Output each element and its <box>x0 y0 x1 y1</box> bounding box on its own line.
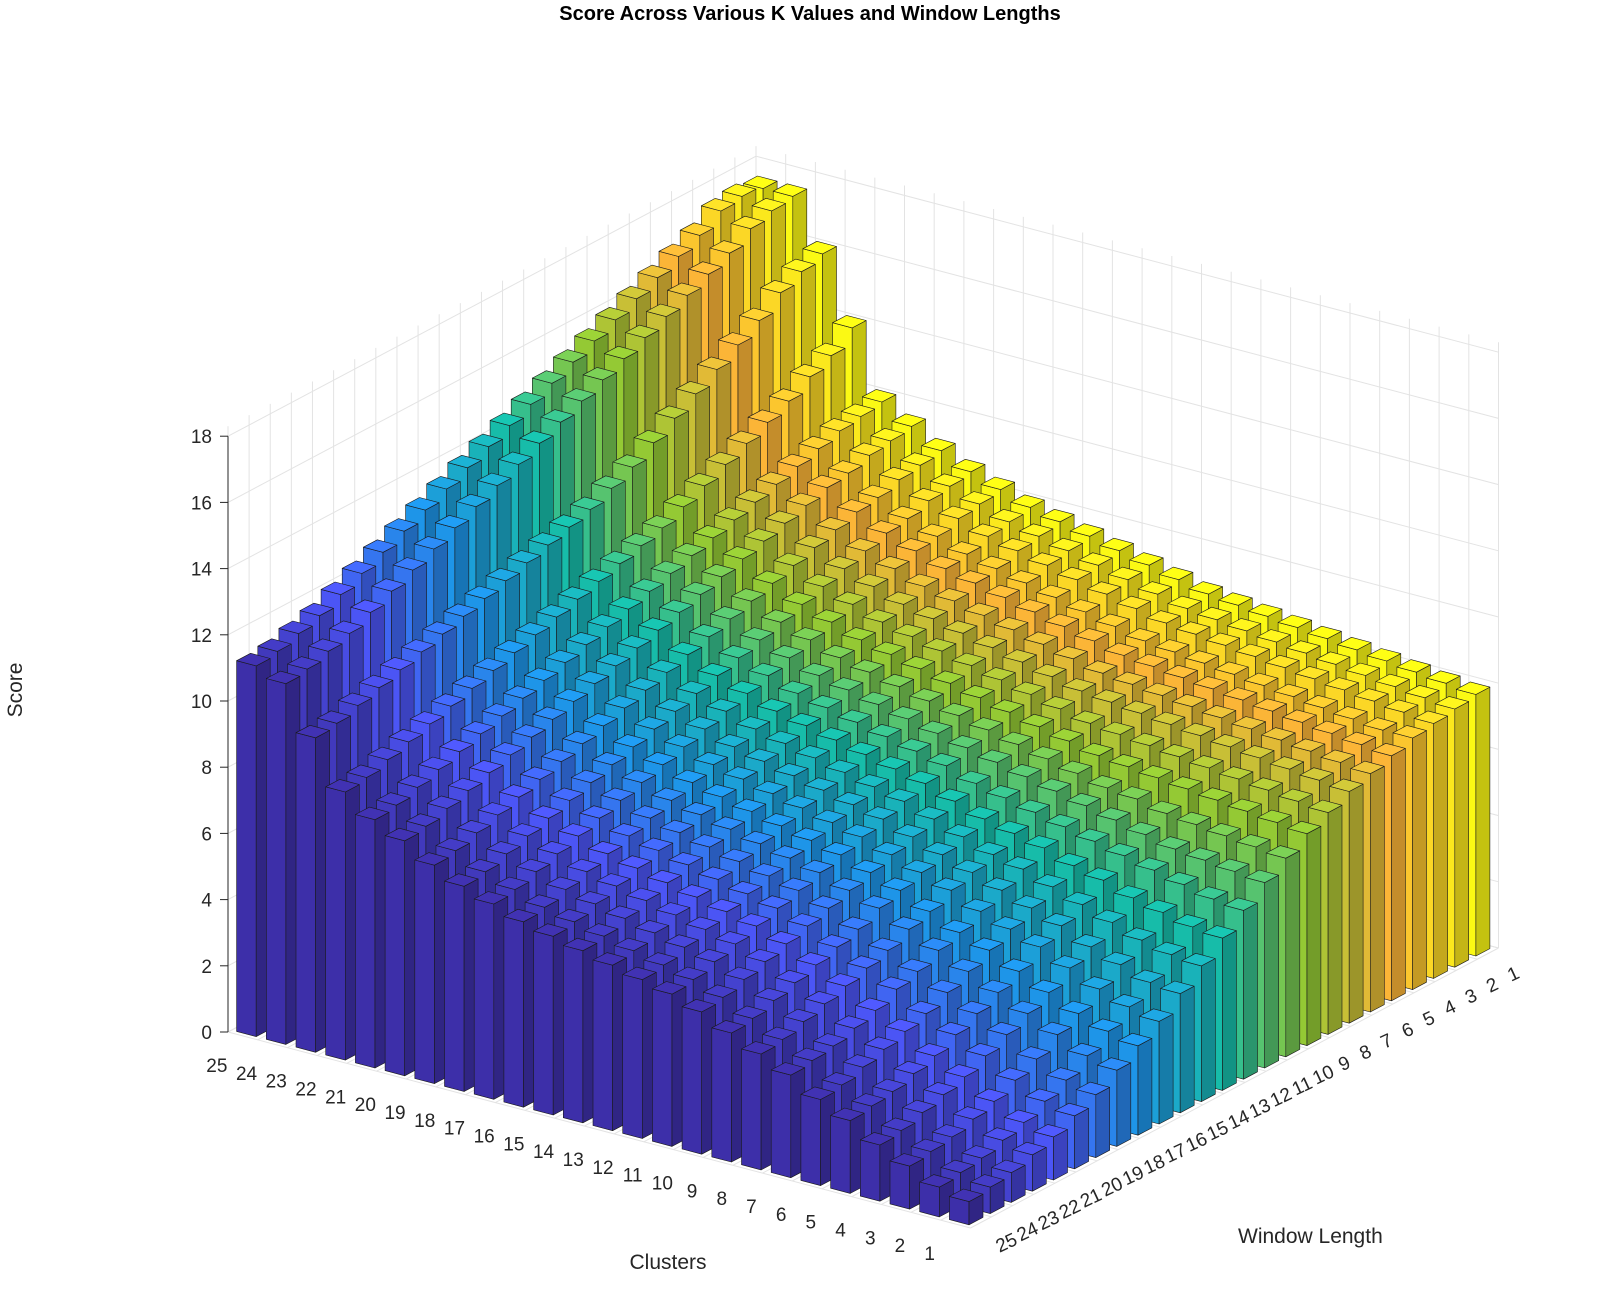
bar-w25-k14 <box>562 937 598 1124</box>
z-tick-label: 14 <box>191 560 213 581</box>
cluster-tick-label: 12 <box>592 1158 613 1179</box>
clusters-axis-label: Clusters <box>629 1251 706 1274</box>
window-length-tick-label: 6 <box>1399 1019 1417 1043</box>
bar-w25-k9 <box>711 1020 746 1163</box>
bar-w25-k19 <box>414 852 449 1084</box>
cluster-tick-label: 16 <box>474 1126 495 1147</box>
bar-w25-k24 <box>265 670 301 1045</box>
z-tick-label: 0 <box>201 1023 212 1044</box>
bar-w25-k21 <box>355 806 390 1069</box>
cluster-tick-label: 23 <box>266 1072 287 1093</box>
z-tick-label: 10 <box>191 692 212 713</box>
cluster-tick-label: 8 <box>716 1189 727 1210</box>
bar-w25-k5 <box>830 1107 865 1194</box>
window-length-tick-label: 8 <box>1357 1041 1375 1065</box>
bar-w25-k4 <box>859 1132 895 1202</box>
bar-w25-k25 <box>236 652 271 1037</box>
window-length-tick-label: 7 <box>1378 1030 1396 1054</box>
z-tick-label: 12 <box>191 626 212 647</box>
bar-w25-k3 <box>889 1153 924 1210</box>
bar-w25-k6 <box>800 1086 835 1186</box>
window-length-axis-label: Window Length <box>1238 1225 1383 1248</box>
cluster-tick-label: 1 <box>924 1244 935 1265</box>
cluster-tick-label: 24 <box>236 1064 258 1085</box>
cluster-tick-label: 20 <box>355 1095 376 1116</box>
cluster-tick-label: 10 <box>652 1174 673 1195</box>
bar-w25-k1 <box>949 1188 984 1226</box>
bar-w25-k13 <box>592 952 627 1131</box>
window-length-tick-label: 4 <box>1441 996 1460 1020</box>
window-length-tick-label: 2 <box>1483 974 1501 998</box>
bar-w25-k22 <box>325 779 360 1061</box>
cluster-tick-label: 21 <box>325 1087 346 1108</box>
z-axis-label: Score <box>4 663 27 718</box>
z-tick-label: 2 <box>201 957 212 978</box>
window-length-tick-label: 5 <box>1420 1008 1438 1032</box>
z-tick-label: 16 <box>191 493 212 514</box>
cluster-tick-label: 11 <box>623 1166 643 1187</box>
z-tick-label: 6 <box>201 824 212 845</box>
bar-w25-k16 <box>503 908 538 1108</box>
bar-w25-k15 <box>533 923 568 1116</box>
bar-w25-k7 <box>770 1062 806 1178</box>
bar-w25-k12 <box>622 966 657 1139</box>
window-length-tick-label: 10 <box>1310 1061 1338 1089</box>
cluster-tick-label: 13 <box>563 1150 584 1171</box>
cluster-tick-label: 15 <box>503 1134 524 1155</box>
cluster-tick-label: 9 <box>687 1181 698 1202</box>
bar-layer <box>236 175 1491 1226</box>
z-tick-label: 8 <box>201 758 212 779</box>
cluster-tick-label: 22 <box>295 1079 316 1100</box>
cluster-tick-label: 5 <box>806 1213 817 1234</box>
chart-title: Score Across Various K Values and Window… <box>559 3 1060 25</box>
bar-w25-k11 <box>652 981 687 1147</box>
window-length-tick-label: 3 <box>1462 985 1480 1009</box>
z-tick-label: 18 <box>191 427 212 448</box>
z-tick-label: 4 <box>201 891 212 912</box>
cluster-tick-label: 18 <box>414 1111 435 1132</box>
bar-w25-k18 <box>444 873 479 1092</box>
cluster-tick-label: 2 <box>895 1236 906 1257</box>
bar-w25-k17 <box>473 891 509 1100</box>
cluster-tick-label: 4 <box>835 1221 846 1242</box>
window-length-tick-label: 1 <box>1504 963 1522 987</box>
bar-w25-k20 <box>384 827 420 1077</box>
cluster-tick-label: 3 <box>865 1228 876 1249</box>
cluster-tick-label: 17 <box>444 1119 465 1140</box>
bar-w25-k8 <box>741 1041 776 1171</box>
cluster-tick-label: 7 <box>746 1197 757 1218</box>
cluster-tick-label: 25 <box>206 1056 227 1077</box>
cluster-tick-label: 14 <box>533 1142 555 1163</box>
bar-w25-k2 <box>919 1174 954 1218</box>
bar-w23-k1 <box>991 1159 1026 1203</box>
cluster-tick-label: 19 <box>384 1103 405 1124</box>
cluster-tick-label: 6 <box>776 1205 787 1226</box>
window-length-tick-label: 9 <box>1335 1052 1353 1076</box>
bar-w25-k10 <box>681 998 717 1155</box>
bar-w25-k23 <box>295 724 330 1053</box>
